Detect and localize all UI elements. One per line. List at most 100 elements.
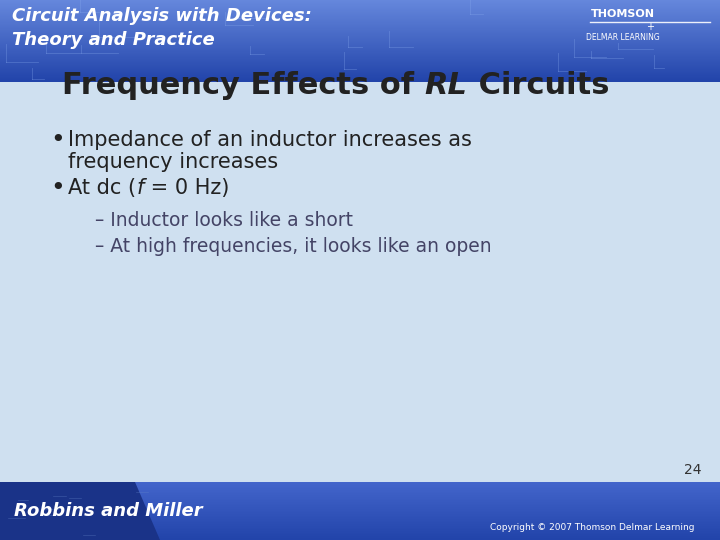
Bar [0, 503, 720, 505]
Bar [0, 510, 720, 512]
Bar [0, 71, 720, 73]
Text: frequency increases: frequency increases [68, 152, 278, 172]
Bar [0, 70, 720, 71]
Bar [0, 501, 720, 502]
Bar [0, 46, 720, 48]
Bar [0, 30, 720, 31]
Bar [0, 17, 720, 18]
Bar [0, 483, 720, 484]
Bar [0, 5, 720, 7]
Bar [0, 530, 720, 531]
Bar [0, 503, 720, 504]
Text: – Inductor looks like a short: – Inductor looks like a short [95, 211, 353, 229]
Text: Theory and Practice: Theory and Practice [12, 31, 215, 49]
Bar [0, 9, 720, 10]
Bar [0, 490, 720, 492]
Bar [0, 3, 720, 5]
Bar [0, 38, 720, 40]
Bar [0, 1, 720, 2]
Bar [0, 45, 720, 47]
Bar [0, 43, 720, 44]
Bar [0, 69, 720, 70]
Bar [0, 8, 720, 9]
Bar [0, 535, 720, 536]
Bar [0, 44, 720, 45]
Text: Circuits: Circuits [467, 71, 609, 99]
Bar [0, 14, 720, 15]
Bar [0, 522, 720, 523]
Text: •: • [50, 128, 65, 152]
Bar [0, 78, 720, 79]
Bar [0, 515, 720, 516]
Bar [0, 528, 720, 529]
Bar [0, 48, 720, 49]
Bar [0, 31, 720, 33]
Bar [0, 76, 720, 77]
Bar [0, 55, 720, 56]
Bar [0, 21, 720, 22]
Bar [0, 518, 720, 520]
Bar [0, 24, 720, 26]
Text: DELMAR LEARNING: DELMAR LEARNING [586, 32, 660, 42]
Bar [0, 18, 720, 20]
Bar [0, 75, 720, 76]
Bar [0, 33, 720, 35]
Bar [0, 3, 720, 4]
Bar [0, 30, 720, 32]
Bar [0, 526, 720, 528]
Bar [0, 491, 720, 493]
Bar [0, 51, 720, 53]
Bar [0, 53, 720, 55]
Bar [0, 534, 720, 535]
Bar [0, 521, 720, 522]
Bar [0, 66, 720, 68]
Bar [0, 60, 720, 480]
Bar [0, 57, 720, 58]
Bar [0, 512, 720, 514]
Bar [0, 58, 720, 60]
Bar [0, 22, 720, 23]
Bar [0, 514, 720, 515]
Bar [0, 77, 720, 78]
Bar [0, 59, 720, 61]
Bar [0, 19, 720, 21]
Bar [0, 497, 720, 499]
Text: +: + [646, 22, 654, 32]
Bar [0, 531, 720, 533]
Bar [0, 505, 720, 507]
Bar [0, 10, 720, 11]
Bar [0, 63, 720, 64]
Bar [0, 50, 720, 51]
Bar [0, 523, 720, 524]
Bar [0, 26, 720, 28]
Bar [0, 517, 720, 519]
Bar [0, 532, 720, 534]
Bar [0, 28, 720, 29]
Bar [0, 56, 720, 57]
Bar [0, 496, 720, 498]
Bar [0, 37, 720, 38]
Bar [0, 482, 720, 483]
Bar [0, 525, 720, 527]
Bar [0, 64, 720, 66]
Bar [0, 516, 720, 518]
Bar [0, 62, 720, 63]
Bar [0, 494, 720, 495]
Bar [0, 496, 720, 497]
Bar [0, 4, 720, 6]
Bar [0, 42, 720, 43]
Bar [0, 32, 720, 34]
Bar [0, 2, 720, 3]
Bar [0, 510, 720, 511]
Text: Copyright © 2007 Thomson Delmar Learning: Copyright © 2007 Thomson Delmar Learning [490, 523, 695, 531]
Bar [0, 64, 720, 65]
Bar [0, 538, 720, 540]
Text: At dc (: At dc ( [68, 178, 136, 198]
Text: 24: 24 [684, 463, 702, 477]
Bar [0, 40, 720, 42]
Bar [0, 36, 720, 37]
Text: f: f [136, 178, 143, 198]
Bar [0, 49, 720, 50]
Bar [0, 495, 720, 496]
Bar [0, 485, 720, 487]
